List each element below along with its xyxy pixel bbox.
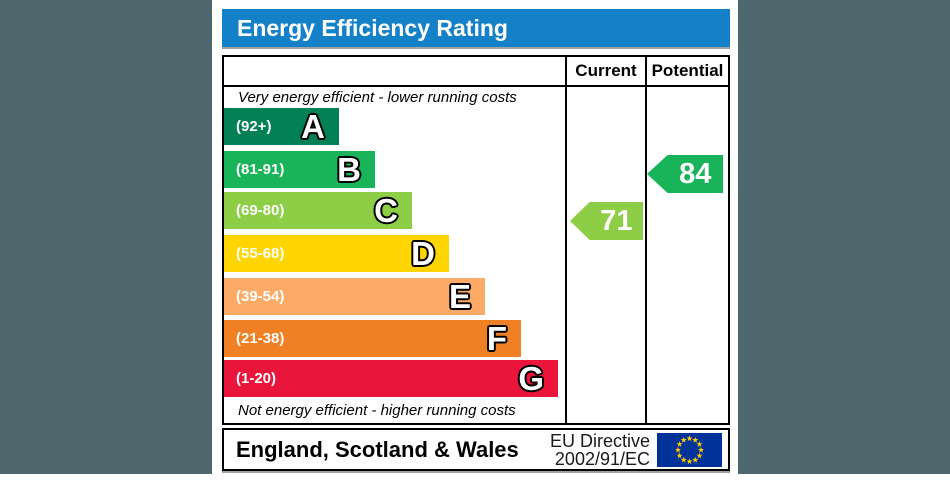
band-e-letter: E [448, 278, 471, 315]
band-c-range: (69-80) [236, 202, 285, 219]
current-rating-value: 71 [600, 204, 633, 237]
epc-chart-sheet: Energy Efficiency Rating Current Potenti… [212, 0, 738, 480]
chart-title: Energy Efficiency Rating [237, 14, 508, 41]
footer-box: England, Scotland & Wales EU Directive 2… [222, 428, 730, 471]
band-f: (21-38) F [224, 320, 521, 357]
current-column-divider [565, 57, 567, 423]
band-g-letter: G [518, 360, 544, 397]
band-b-range: (81-91) [236, 161, 285, 178]
band-d: (55-68) D [224, 235, 449, 272]
top-note: Very energy efficient - lower running co… [238, 89, 517, 106]
rating-table: Current Potential Very energy efficient … [222, 55, 730, 425]
band-d-range: (55-68) [236, 245, 285, 262]
table-header-divider [224, 85, 728, 87]
band-d-letter: D [411, 235, 435, 272]
chart-title-bar: Energy Efficiency Rating [222, 9, 730, 47]
potential-rating-value: 84 [679, 157, 712, 190]
eu-directive-line2: 2002/91/EC [554, 449, 650, 469]
band-b: (81-91) B [224, 151, 375, 188]
current-column-header: Current [575, 61, 637, 80]
current-rating-arrow: 71 [570, 202, 643, 240]
eu-directive-line1: EU Directive [549, 431, 650, 451]
potential-rating-arrow: 84 [647, 155, 723, 193]
band-a: (92+) A [224, 108, 339, 145]
band-c: (69-80) C [224, 192, 412, 229]
eu-directive-label: EU Directive 2002/91/EC [550, 432, 650, 468]
band-b-letter: B [337, 151, 361, 188]
region-label: England, Scotland & Wales [236, 436, 519, 462]
band-f-letter: F [486, 320, 507, 357]
band-g-range: (1-20) [236, 370, 277, 387]
band-g: (1-20) G [224, 360, 558, 397]
band-c-letter: C [374, 192, 398, 229]
band-a-range: (92+) [236, 118, 272, 135]
eu-flag-icon [657, 433, 722, 467]
band-a-letter: A [301, 108, 325, 145]
bottom-note: Not energy efficient - higher running co… [238, 402, 516, 419]
band-f-range: (21-38) [236, 330, 285, 347]
potential-column-divider [645, 57, 647, 423]
band-e: (39-54) E [224, 278, 485, 315]
band-e-range: (39-54) [236, 288, 285, 305]
potential-column-header: Potential [651, 61, 724, 80]
